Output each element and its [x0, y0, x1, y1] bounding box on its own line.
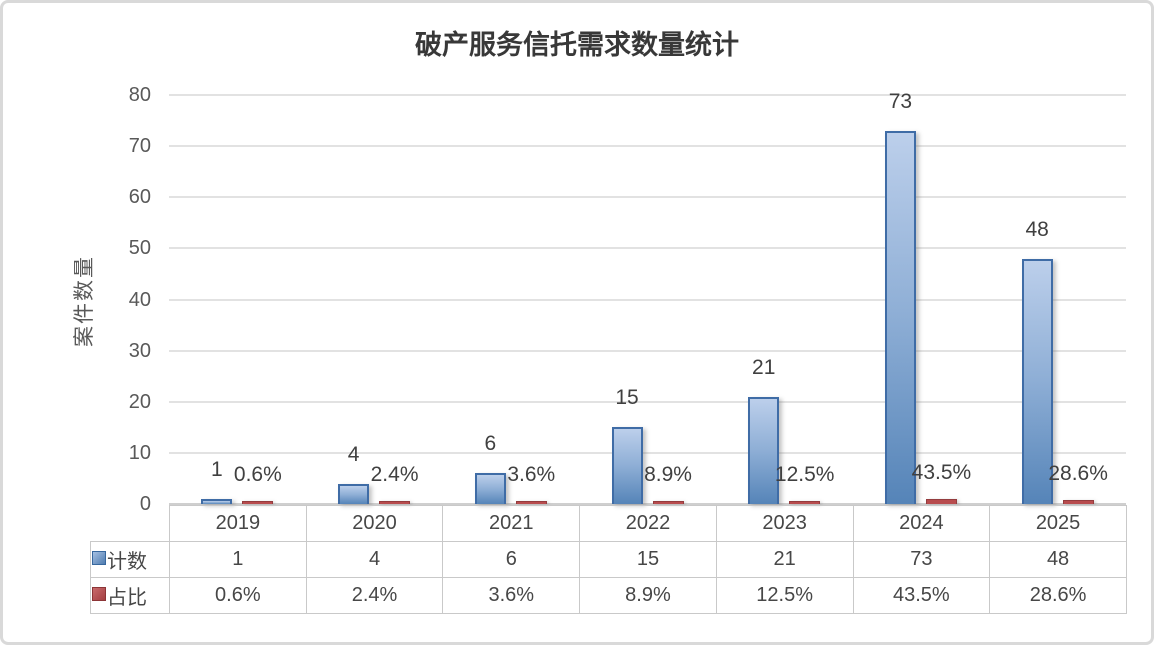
table-row-pct-cell-2025: 28.6% — [989, 577, 1127, 614]
gridline-0 — [169, 503, 1126, 505]
bar-pct-2022 — [652, 501, 684, 504]
gridline-40 — [169, 298, 1126, 301]
table-row-pct-cell-2022: 8.9% — [579, 577, 717, 614]
table-row-years-cell-2021: 2021 — [442, 505, 581, 542]
y-tick-label-50: 50 — [128, 237, 151, 260]
table-row-count-cell-2022: 15 — [579, 541, 717, 578]
table-row-pct: 占比 0.6% 2.4% 3.6% 8.9% 12.5% 43.5% 28.6% — [90, 577, 1127, 614]
bar-count-2021 — [474, 473, 506, 504]
y-tick-label-30: 30 — [128, 339, 151, 362]
y-tick-label-60: 60 — [128, 186, 151, 209]
table-row-years-cell-2020: 2020 — [305, 505, 444, 542]
y-tick-label-20: 20 — [128, 390, 151, 413]
count-label-2019: 1 — [211, 457, 223, 481]
bar-count-2022 — [611, 427, 643, 504]
table-row-count-cell-2019: 1 — [169, 541, 307, 578]
gridline-70 — [169, 145, 1126, 148]
table-row-count-cell-2025: 48 — [989, 541, 1127, 578]
y-tick-label-40: 40 — [128, 288, 151, 311]
table-row-count-cell-2023: 21 — [715, 541, 854, 578]
bar-pct-2023 — [789, 500, 821, 504]
bar-pct-2020 — [379, 501, 411, 504]
bar-pct-2019 — [242, 501, 274, 504]
pct-label-2025: 28.6% — [1048, 462, 1108, 486]
table-row-count-cell-2020: 4 — [305, 541, 444, 578]
pct-legend-label: 占比 — [107, 587, 147, 609]
table-row-count: 计数 1 4 6 15 21 73 48 — [90, 541, 1127, 578]
bar-count-2023 — [748, 396, 780, 504]
count-label-2024: 73 — [888, 89, 913, 113]
chart-title: 破产服务信托需求数量统计 — [415, 30, 739, 60]
count-label-2022: 15 — [615, 386, 639, 410]
table-row-years-cell-2019: 2019 — [169, 505, 307, 542]
bar-pct-2024 — [925, 499, 957, 504]
table-row-years-cell-2023: 2023 — [715, 505, 854, 542]
gridline-60 — [169, 196, 1126, 199]
table-row-pct-cell-2020: 2.4% — [305, 577, 444, 614]
gridline-50 — [169, 247, 1126, 250]
count-label-2025: 48 — [1025, 217, 1049, 241]
table-row-years-cell-2022: 2022 — [579, 505, 717, 542]
gridline-10 — [169, 451, 1126, 454]
bar-count-2025 — [1021, 258, 1053, 504]
table-row-count-cell-2021: 6 — [442, 541, 581, 578]
bar-count-2019 — [201, 498, 233, 504]
pct-label-2023: 12.5% — [774, 462, 835, 486]
table-row-pct-cell-2023: 12.5% — [715, 577, 854, 614]
pct-legend-swatch-icon — [92, 587, 106, 601]
count-label-2021: 6 — [484, 432, 497, 456]
gridline-80 — [169, 94, 1126, 96]
count-legend-swatch-icon — [92, 551, 106, 565]
legend-cell-count: 计数 — [90, 541, 170, 578]
table-row-count-cell-2024: 73 — [852, 541, 991, 578]
table-row-pct-cell-2024: 43.5% — [852, 577, 991, 614]
data-table: 2019 2020 2021 2022 2023 2024 2025 计数 1 4 6 15 21 73 4… — [90, 505, 1127, 614]
count-legend-label: 计数 — [107, 551, 147, 573]
count-label-2023: 21 — [752, 355, 776, 379]
table-corner-cell — [91, 506, 170, 542]
pct-label-2021: 3.6% — [507, 463, 556, 487]
count-label-2020: 4 — [347, 442, 360, 466]
plot-area: 1 0.6% 4 2.4% 6 3.6% 15 8.9% 21 12.5% 73 43.5% 48 28.… — [169, 90, 1126, 505]
table-row-pct-cell-2021: 3.6% — [442, 577, 581, 614]
table-row-pct-cell-2019: 0.6% — [169, 577, 307, 614]
bar-count-2024 — [884, 130, 916, 504]
y-tick-label-80: 80 — [128, 84, 151, 106]
gridline-30 — [169, 349, 1126, 352]
table-row-years-cell-2024: 2024 — [852, 505, 991, 542]
pct-label-2019: 0.6% — [233, 463, 282, 487]
bar-count-2020 — [338, 483, 370, 504]
y-tick-label-10: 10 — [128, 441, 151, 464]
y-tick-label-70: 70 — [128, 135, 151, 158]
gridline-20 — [169, 400, 1126, 403]
bar-pct-2025 — [1062, 500, 1094, 504]
pct-label-2022: 8.9% — [644, 463, 692, 487]
table-row-years: 2019 2020 2021 2022 2023 2024 2025 — [91, 505, 1127, 542]
table-row-years-cell-2025: 2025 — [989, 505, 1127, 542]
pct-label-2020: 2.4% — [370, 463, 419, 487]
y-tick-label-0: 0 — [139, 493, 151, 515]
legend-cell-pct: 占比 — [90, 577, 170, 614]
pct-label-2024: 43.5% — [911, 461, 972, 485]
bar-pct-2021 — [515, 501, 547, 504]
